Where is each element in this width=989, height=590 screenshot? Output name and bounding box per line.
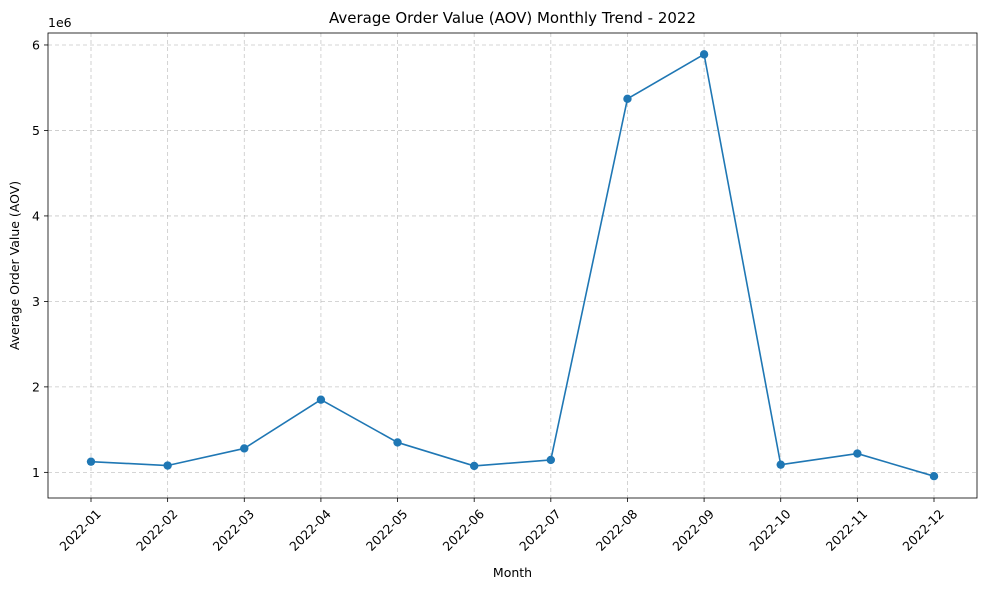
y-tick-label: 4 xyxy=(32,208,40,223)
x-tick-label: 2022-03 xyxy=(210,506,258,554)
y-tick-label: 2 xyxy=(32,379,40,394)
data-point xyxy=(240,444,249,453)
data-point xyxy=(699,50,709,59)
x-tick-label: 2022-09 xyxy=(669,506,717,554)
x-tick-label: 2022-07 xyxy=(516,506,564,554)
y-tick-label: 5 xyxy=(32,123,40,138)
y-axis-ticks: 1 2 3 4 5 6 xyxy=(32,37,48,480)
chart-title: Average Order Value (AOV) Monthly Trend … xyxy=(329,9,696,27)
data-point xyxy=(163,461,172,470)
y-axis-label: Average Order Value (AOV) xyxy=(7,181,22,350)
y-tick-label: 3 xyxy=(32,294,40,309)
x-tick-label: 2022-06 xyxy=(440,506,488,554)
data-point xyxy=(776,460,785,469)
data-point xyxy=(929,472,939,481)
x-tick-label: 2022-12 xyxy=(899,506,947,554)
x-tick-label: 2022-11 xyxy=(823,506,871,554)
x-tick-label: 2022-04 xyxy=(286,506,334,554)
x-axis-ticks: 2022-01 2022-02 2022-03 2022-04 2022-05 2022-… xyxy=(56,498,947,554)
data-point xyxy=(546,455,556,465)
data-point xyxy=(853,449,862,458)
series-layer xyxy=(86,50,939,481)
x-tick-label: 2022-02 xyxy=(133,506,181,554)
x-axis-label: Month xyxy=(493,565,532,580)
y-tick-label: 1 xyxy=(32,465,40,480)
data-point xyxy=(469,461,479,471)
x-tick-label: 2022-10 xyxy=(746,506,794,554)
plot-frame xyxy=(47,32,978,499)
x-tick-label: 2022-01 xyxy=(56,506,104,554)
data-point xyxy=(86,457,96,466)
series-line xyxy=(90,53,935,477)
data-point xyxy=(393,438,402,447)
y-axis-offset-label: 1e6 xyxy=(48,15,72,30)
x-tick-label: 2022-08 xyxy=(593,506,641,554)
x-tick-label: 2022-05 xyxy=(363,506,411,554)
data-point xyxy=(623,94,632,104)
data-point xyxy=(316,395,326,404)
grid-lines xyxy=(48,33,977,498)
y-tick-label: 6 xyxy=(32,37,40,52)
